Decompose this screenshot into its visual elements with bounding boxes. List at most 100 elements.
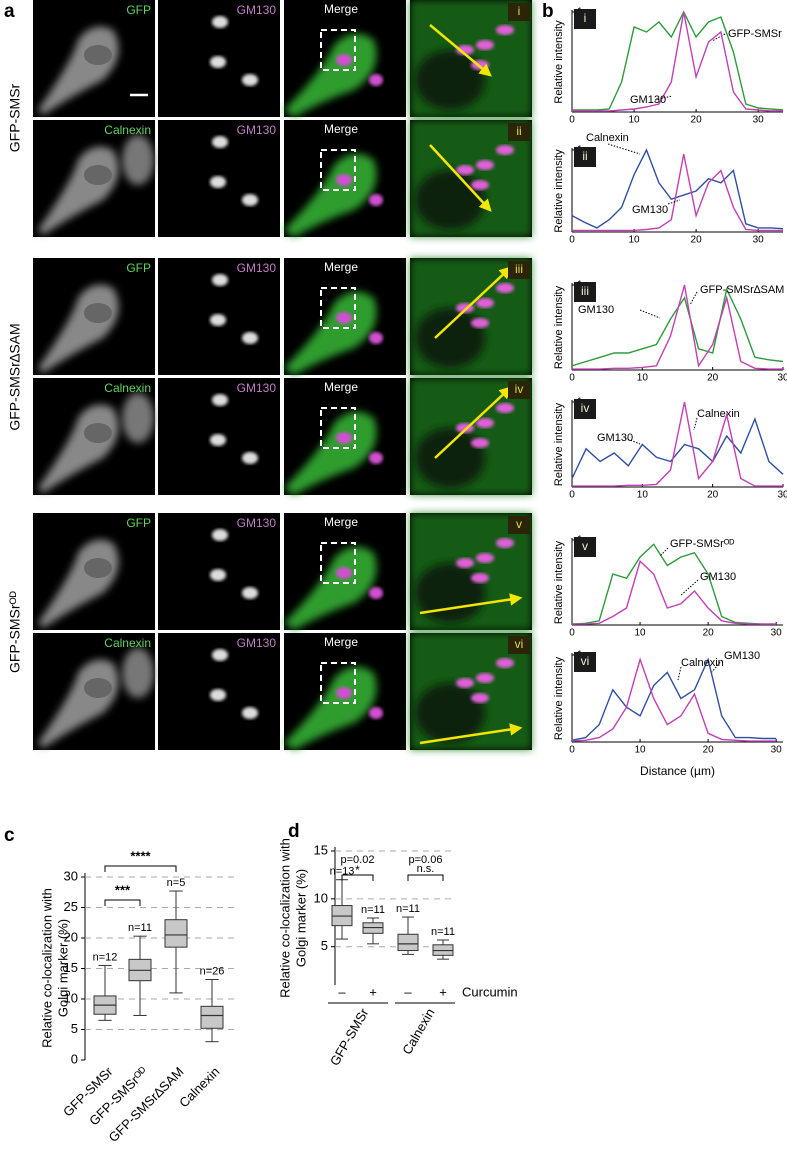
golgi [476, 553, 494, 563]
treatment-label: Curcumin [462, 984, 518, 999]
golgi [476, 298, 494, 308]
golgi [242, 74, 258, 86]
profile-arrow [429, 24, 492, 77]
micrograph-content [210, 136, 258, 206]
roi-label: ii [582, 149, 587, 163]
x-tick-label: + [369, 984, 377, 999]
roi-box [320, 149, 356, 191]
y-axis-label: Relative intensity [553, 285, 565, 369]
panel-label: Merge [324, 2, 358, 16]
nucleus [415, 50, 485, 110]
roi-box [320, 407, 356, 449]
golgi [496, 658, 514, 668]
nucleus [84, 45, 112, 65]
roi-tag [574, 147, 596, 167]
golgi [210, 689, 226, 701]
channel-label: Calnexin [104, 636, 151, 650]
cell [284, 291, 377, 375]
golgi [496, 25, 514, 35]
micrograph-content [38, 393, 154, 493]
roi-tag [508, 123, 530, 141]
golgi [471, 180, 489, 190]
cell [284, 666, 377, 750]
x-tick-label: 10 [628, 235, 640, 246]
profile-line [571, 287, 784, 367]
nucleus [84, 423, 112, 443]
micrograph-content: Merge [284, 122, 383, 237]
x-tick-label: 0 [569, 745, 575, 756]
golgi [476, 160, 494, 170]
golgi [336, 567, 352, 579]
golgi [456, 45, 474, 55]
panel-label: d [288, 821, 300, 842]
micrograph-content: Merge [284, 380, 383, 495]
leader-line [677, 666, 682, 681]
y-axis-label: Relative co-localization with [39, 888, 54, 1048]
golgi [336, 174, 352, 186]
x-tick-label: 30 [753, 235, 765, 246]
golgi [242, 194, 258, 206]
n-label: n=26 [200, 965, 225, 977]
micrograph-content [210, 649, 258, 719]
roi-tag [508, 636, 530, 654]
golgi [369, 194, 383, 206]
micrograph-content [210, 274, 258, 344]
roi-label: v [516, 517, 522, 531]
x-tick-label: 10 [637, 373, 649, 384]
legend-label: GFP-SMSrᴼᴰ [670, 538, 734, 550]
box [164, 919, 188, 948]
leader-line [659, 547, 669, 557]
profile-arrow [434, 266, 512, 339]
nucleus [415, 308, 485, 368]
golgi [242, 452, 258, 464]
micrograph-content: v [410, 513, 532, 630]
leader-line [711, 33, 726, 42]
panel-label: c [4, 825, 15, 846]
roi-box [320, 542, 356, 584]
group-label: GFP-SMSr∆SAM [7, 323, 23, 430]
y-axis-label: Relative intensity [553, 402, 565, 486]
golgi [471, 438, 489, 448]
golgi [242, 707, 258, 719]
nucleus [84, 303, 112, 323]
roi-box [320, 287, 356, 329]
golgi [336, 54, 352, 66]
micrograph-content [210, 529, 258, 599]
x-tick-label: – [404, 984, 412, 999]
golgi [369, 74, 383, 86]
profile-line [572, 10, 784, 111]
y-tick-label: 0 [71, 1051, 78, 1066]
x-tick-label: – [338, 984, 346, 999]
y-tick-label: 10 [314, 890, 328, 905]
x-tick-label: 20 [707, 373, 719, 384]
roi-label: vi [515, 637, 524, 651]
panel-label: b [542, 1, 554, 22]
micrograph-content [38, 135, 154, 235]
x-tick-label: 30 [771, 745, 783, 756]
group-label: GFP-SMSr [7, 83, 23, 152]
micrograph-content: Merge [284, 635, 383, 750]
micrograph-content [38, 648, 154, 748]
profile-line [571, 657, 777, 742]
n-label: n=5 [167, 877, 186, 889]
golgi [369, 587, 383, 599]
leader-line [607, 143, 641, 155]
nucleus [415, 683, 485, 743]
x-tick-label: 20 [691, 235, 703, 246]
significance: p=0.06 [409, 854, 443, 866]
golgi [369, 452, 383, 464]
roi-tag [574, 399, 596, 419]
roi-label: i [518, 4, 521, 18]
micrograph-content: Merge [284, 515, 383, 630]
profile-line [571, 657, 777, 741]
x-tick-label: 0 [569, 235, 575, 246]
channel-label: GM130 [237, 261, 277, 275]
x-tick-label: 0 [569, 373, 575, 384]
group-label: Calnexin [399, 1006, 437, 1057]
group-label: GFP-SMSrᴼᴰ [7, 591, 23, 673]
legend-label: Calnexin [697, 408, 740, 420]
roi-tag [574, 652, 596, 672]
golgi [212, 529, 228, 541]
golgi [212, 274, 228, 286]
